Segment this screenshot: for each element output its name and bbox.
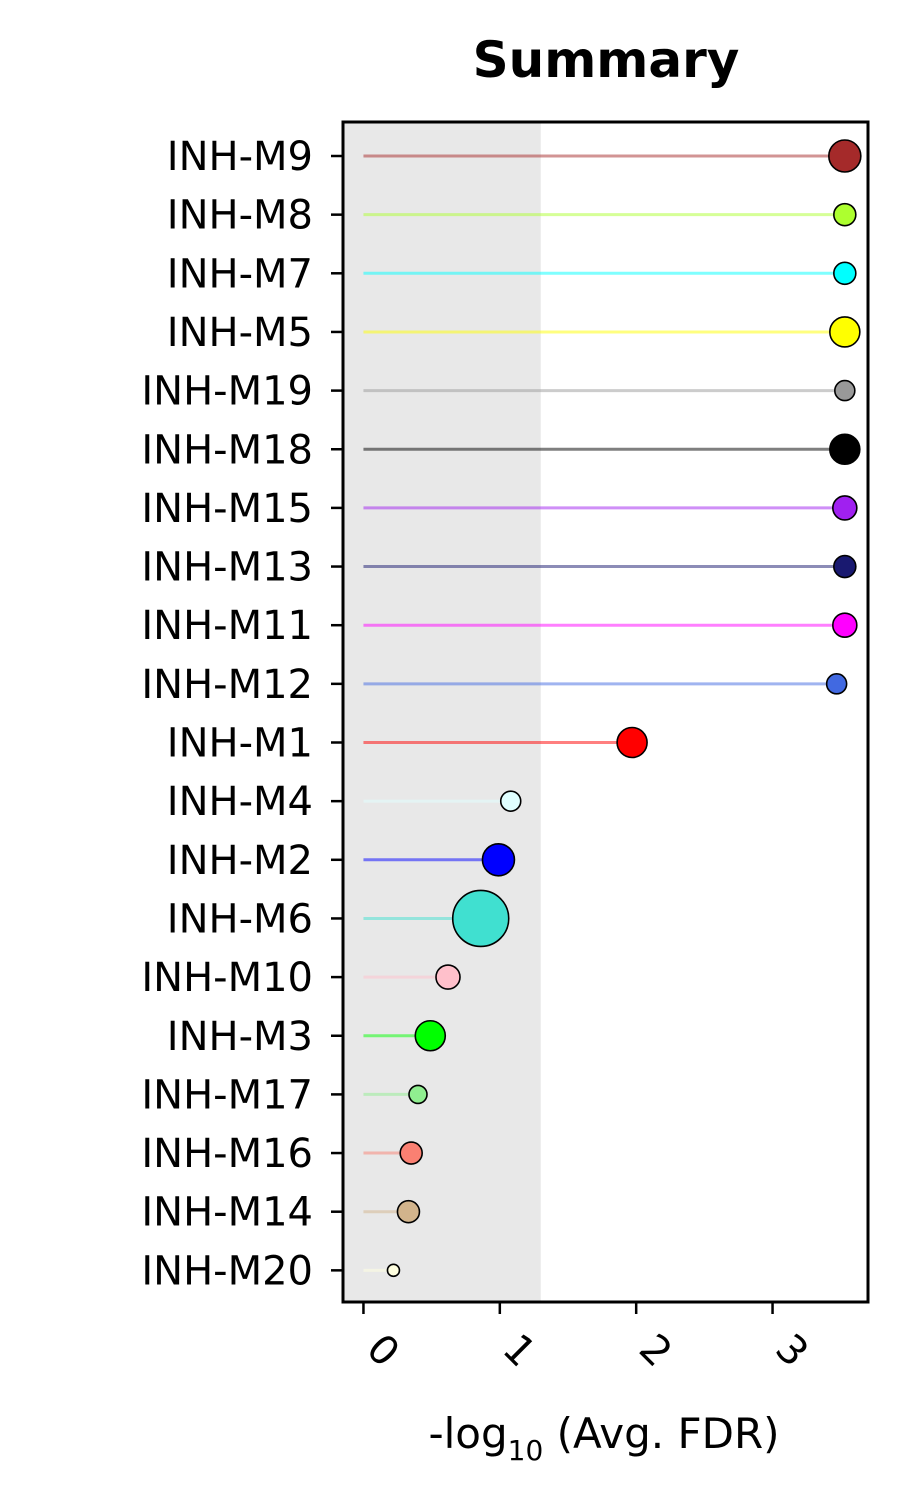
plot-frame [341,120,870,1304]
marker-inh-m16 [399,1141,423,1165]
y-tick-label: INH-M11 [141,603,313,649]
x-axis-label-sub: 10 [508,1434,544,1467]
x-tick-label: 2 [630,1326,681,1377]
y-tick-label: INH-M4 [167,779,313,825]
x-tick-label: 0 [357,1326,408,1377]
marker-inh-m14 [396,1199,421,1224]
marker-inh-m17 [408,1084,428,1105]
marker-inh-m13 [833,554,857,579]
y-tick-label: INH-M5 [167,310,313,356]
y-tick-label: INH-M13 [141,545,313,591]
marker-inh-m15 [832,495,858,521]
y-tick-label: INH-M10 [141,955,313,1001]
plot-area: INH-M9 INH-M8 INH-M7 INH-M5 INH-M19 INH-M18 IN… [141,120,870,1377]
y-tick-label: INH-M16 [141,1131,313,1177]
x-axis-label-pre: -log [428,1409,507,1458]
y-tick-label: INH-M20 [141,1248,313,1294]
x-axis-label-post: (Avg. FDR) [543,1409,779,1458]
x-axis-label: -log10 (Avg. FDR) [428,1409,779,1467]
y-tick-label: INH-M9 [167,134,313,180]
y-tick-label: INH-M19 [141,369,313,415]
marker-inh-m19 [834,379,856,402]
y-tick-label: INH-M12 [141,662,313,708]
y-tick-label: INH-M18 [141,427,313,473]
marker-inh-m5 [829,316,861,348]
marker-inh-m3 [414,1019,447,1052]
chart-title: Summary [473,31,740,89]
marker-inh-m7 [833,261,857,286]
y-tick-label: INH-M17 [141,1072,313,1118]
y-tick-label: INH-M3 [167,1014,313,1060]
y-tick-label: INH-M6 [167,896,313,942]
x-tick-label: 3 [766,1326,817,1377]
y-tick-label: INH-M15 [141,486,313,532]
marker-inh-m12 [825,673,848,695]
marker-inh-m6 [451,889,510,948]
marker-inh-m18 [829,433,861,466]
marker-inh-m20 [386,1263,401,1278]
x-tick-label: 1 [494,1326,545,1377]
y-tick-label: INH-M7 [167,251,313,297]
y-tick-label: INH-M1 [167,721,313,767]
y-tick-label: INH-M8 [167,193,313,239]
nonsignificant-region [343,122,541,1302]
marker-inh-m11 [832,612,858,639]
marker-inh-m8 [833,202,857,227]
marker-inh-m2 [481,842,516,877]
marker-inh-m9 [828,139,862,173]
marker-inh-m4 [499,790,522,812]
marker-inh-m10 [435,964,461,990]
marker-inh-m1 [616,726,648,759]
y-tick-label: INH-M14 [141,1190,313,1236]
y-tick-label: INH-M2 [167,838,313,884]
